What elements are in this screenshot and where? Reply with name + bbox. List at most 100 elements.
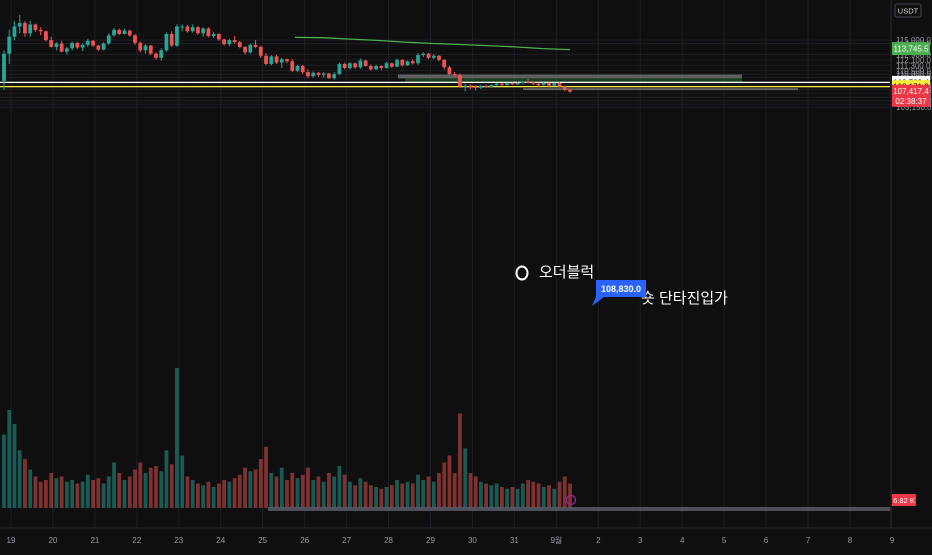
candle-body[interactable] <box>494 83 499 86</box>
candle-body[interactable] <box>311 72 316 77</box>
candle-body[interactable] <box>279 59 284 63</box>
candle-body[interactable] <box>117 29 122 34</box>
candle-body[interactable] <box>23 23 27 34</box>
candle-body[interactable] <box>489 85 494 88</box>
candle-body[interactable] <box>562 86 567 90</box>
annotation-order-block[interactable]: 오더블럭 <box>539 264 594 281</box>
candle-body[interactable] <box>65 48 69 52</box>
candle-body[interactable] <box>75 42 80 48</box>
candle-body[interactable] <box>531 82 536 84</box>
candle-body[interactable] <box>337 63 342 75</box>
candle-body[interactable] <box>484 85 489 88</box>
candle-body[interactable] <box>552 83 557 86</box>
candle-body[interactable] <box>185 26 190 32</box>
candle-body[interactable] <box>227 40 232 45</box>
candle-body[interactable] <box>316 72 321 75</box>
candle-body[interactable] <box>358 60 363 68</box>
candle-body[interactable] <box>400 59 405 66</box>
candle-body[interactable] <box>541 83 546 86</box>
zone-box[interactable] <box>523 88 798 91</box>
candle-body[interactable] <box>536 83 541 86</box>
candle-body[interactable] <box>568 89 572 92</box>
candle-body[interactable] <box>101 43 106 50</box>
candle-body[interactable] <box>379 65 384 69</box>
candle-body[interactable] <box>353 63 358 68</box>
candle-body[interactable] <box>44 31 48 41</box>
candle-body[interactable] <box>96 45 101 50</box>
candle-body[interactable] <box>416 55 420 64</box>
candles[interactable] <box>2 14 572 93</box>
candle-body[interactable] <box>17 23 22 27</box>
candle-body[interactable] <box>159 50 164 58</box>
candle-body[interactable] <box>327 73 331 79</box>
candle-body[interactable] <box>342 63 347 69</box>
candle-body[interactable] <box>389 63 394 67</box>
candle-body[interactable] <box>175 26 179 46</box>
candle-body[interactable] <box>332 74 337 79</box>
candle-body[interactable] <box>38 29 43 32</box>
candle-body[interactable] <box>143 45 148 51</box>
candle-body[interactable] <box>300 65 305 73</box>
candle-body[interactable] <box>321 73 326 75</box>
candle-body[interactable] <box>458 74 462 87</box>
annotation-short-entry[interactable]: 숏 단타진입가 <box>641 290 728 307</box>
candle-body[interactable] <box>154 53 158 58</box>
candle-body[interactable] <box>106 35 111 44</box>
candle-body[interactable] <box>285 59 289 62</box>
candle-body[interactable] <box>547 83 551 86</box>
candle-body[interactable] <box>405 61 410 66</box>
candle-body[interactable] <box>243 46 247 53</box>
candle-body[interactable] <box>515 83 520 85</box>
zone-box[interactable] <box>405 78 742 83</box>
candle-body[interactable] <box>264 55 268 64</box>
candle-body[interactable] <box>368 65 373 70</box>
candle-body[interactable] <box>7 36 12 54</box>
candle-body[interactable] <box>442 59 447 68</box>
zone-box[interactable] <box>398 74 742 79</box>
candle-body[interactable] <box>410 61 415 64</box>
candle-body[interactable] <box>196 27 200 34</box>
candle-body[interactable] <box>468 85 473 87</box>
price-callout[interactable] <box>592 280 646 306</box>
candle-body[interactable] <box>557 83 562 87</box>
candle-body[interactable] <box>269 56 274 64</box>
candle-body[interactable] <box>169 33 174 46</box>
time-axis[interactable]: 19 20 21 22 23 24 25 26 27 28 29 30 31 9월 2 3 4 5 6 7 8 9 <box>0 527 932 545</box>
candle-body[interactable] <box>112 29 116 36</box>
candle-body[interactable] <box>222 39 226 45</box>
candle-body[interactable] <box>426 53 431 58</box>
candle-body[interactable] <box>28 24 33 34</box>
candle-body[interactable] <box>33 24 38 30</box>
candle-body[interactable] <box>164 33 169 51</box>
candle-body[interactable] <box>148 45 153 54</box>
candle-body[interactable] <box>12 26 17 37</box>
candle-body[interactable] <box>211 33 216 37</box>
candle-body[interactable] <box>295 65 300 71</box>
candle-body[interactable] <box>510 83 515 85</box>
candle-body[interactable] <box>54 43 59 47</box>
candle-body[interactable] <box>201 28 206 34</box>
candle-body[interactable] <box>237 42 242 47</box>
candle-body[interactable] <box>274 56 279 63</box>
candle-body[interactable] <box>306 72 310 77</box>
candle-body[interactable] <box>384 63 389 69</box>
candle-body[interactable] <box>421 53 426 56</box>
moving-average-line[interactable] <box>294 36 571 51</box>
candle-body[interactable] <box>479 85 483 88</box>
candle-body[interactable] <box>127 30 132 36</box>
unit-badge[interactable] <box>894 3 922 18</box>
event-marker-icon[interactable] <box>565 494 577 506</box>
candle-body[interactable] <box>374 65 378 70</box>
candle-body[interactable] <box>258 46 263 56</box>
candle-body[interactable] <box>80 44 85 48</box>
candle-body[interactable] <box>526 81 530 83</box>
candle-body[interactable] <box>290 61 295 71</box>
candle-body[interactable] <box>122 30 127 34</box>
candle-body[interactable] <box>232 40 237 43</box>
candle-body[interactable] <box>447 67 452 75</box>
candle-body[interactable] <box>505 83 509 86</box>
candle-body[interactable] <box>133 35 137 43</box>
candle-body[interactable] <box>216 33 221 40</box>
